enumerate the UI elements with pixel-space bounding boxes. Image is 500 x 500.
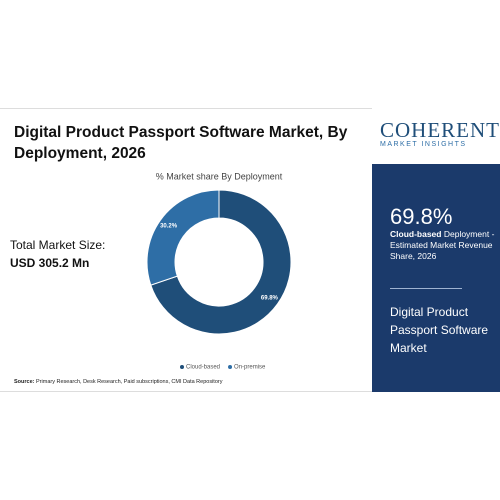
highlight-bold: Cloud-based	[390, 229, 442, 239]
divider	[390, 288, 462, 289]
highlight-value: 69.8%	[390, 204, 453, 229]
chart: % Market share By Deployment 69.8% 30.2% C…	[146, 171, 292, 371]
logo-area	[372, 108, 500, 164]
source-label: Source:	[14, 379, 35, 385]
data-label: 30.2%	[160, 223, 178, 229]
legend-label: On-premise	[234, 365, 266, 371]
legend-label: Cloud-based	[186, 365, 220, 371]
market-name: Digital Product Passport Software Market	[390, 305, 489, 355]
source: Source: Primary Research, Desk Research,…	[14, 379, 222, 385]
source-text: Primary Research, Desk Research, Paid su…	[36, 379, 223, 385]
legend-marker	[180, 365, 184, 369]
chart-subtitle: % Market share By Deployment	[156, 171, 283, 181]
pie-slice	[150, 189, 292, 335]
highlight-rest: Deployment - Estimated Market Revenue Sh…	[390, 229, 495, 261]
logo-tagline: MARKET INSIGHTS	[380, 141, 467, 148]
highlight-text: Cloud-based Deployment - Estimated Marke…	[390, 229, 496, 262]
logo-name: COHERENT	[380, 118, 500, 142]
chart-title: Digital Product Passport Software Market…	[14, 124, 348, 162]
market-size: Total Market Size: USD 305.2 Mn	[10, 236, 105, 272]
market-size-label: Total Market Size:	[10, 238, 106, 252]
legend-marker	[228, 365, 233, 369]
market-size-value: USD 305.2 Mn	[10, 256, 90, 270]
frame	[0, 108, 500, 392]
pie-slice	[146, 189, 220, 286]
data-label: 69.8%	[261, 296, 279, 302]
side-panel	[372, 164, 500, 392]
